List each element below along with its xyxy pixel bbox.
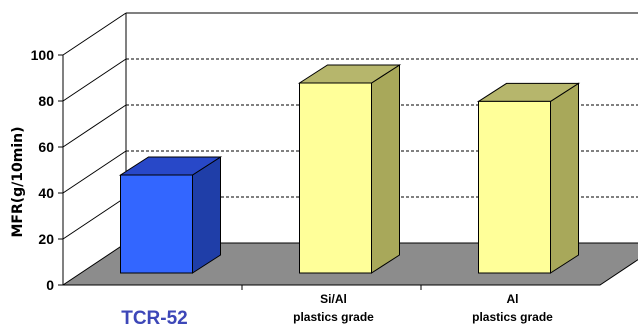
category-label-line: Al	[507, 292, 519, 306]
wall-gridline	[62, 196, 127, 240]
wall-gridline	[62, 150, 127, 194]
category-label: Si/Al plastics grade	[293, 292, 374, 324]
wall-gridline	[62, 58, 127, 102]
bar	[299, 82, 372, 274]
bar	[478, 100, 551, 274]
bar-side	[371, 64, 400, 274]
y-tick-label: 20	[38, 231, 54, 247]
chart-bars	[118, 64, 581, 274]
wall-gridline	[62, 12, 127, 56]
y-tick-label: 100	[31, 47, 55, 63]
y-tick-label: 60	[38, 139, 54, 155]
category-label-line: plastics grade	[472, 310, 553, 324]
y-axis-label: MFR(g/10min)	[10, 126, 26, 237]
x-axis-categories: TCR-52 Si/Al plastics grade Al plastics grad…	[63, 284, 600, 329]
y-axis: 0 20 40 60 80 100	[31, 47, 64, 293]
bar	[120, 174, 193, 274]
category-label-line: TCR-52	[121, 308, 188, 329]
bar-side	[192, 156, 221, 274]
category-label-line: Si/Al	[320, 292, 347, 306]
y-tick-label: 0	[46, 277, 54, 293]
wall-gridline	[62, 104, 127, 148]
y-tick-label: 80	[38, 93, 54, 109]
y-tick-label: 40	[38, 185, 54, 201]
category-label: TCR-52	[121, 308, 188, 329]
bar-side	[550, 82, 579, 274]
category-label-line: plastics grade	[293, 310, 374, 324]
category-label: Al plastics grade	[472, 292, 553, 324]
